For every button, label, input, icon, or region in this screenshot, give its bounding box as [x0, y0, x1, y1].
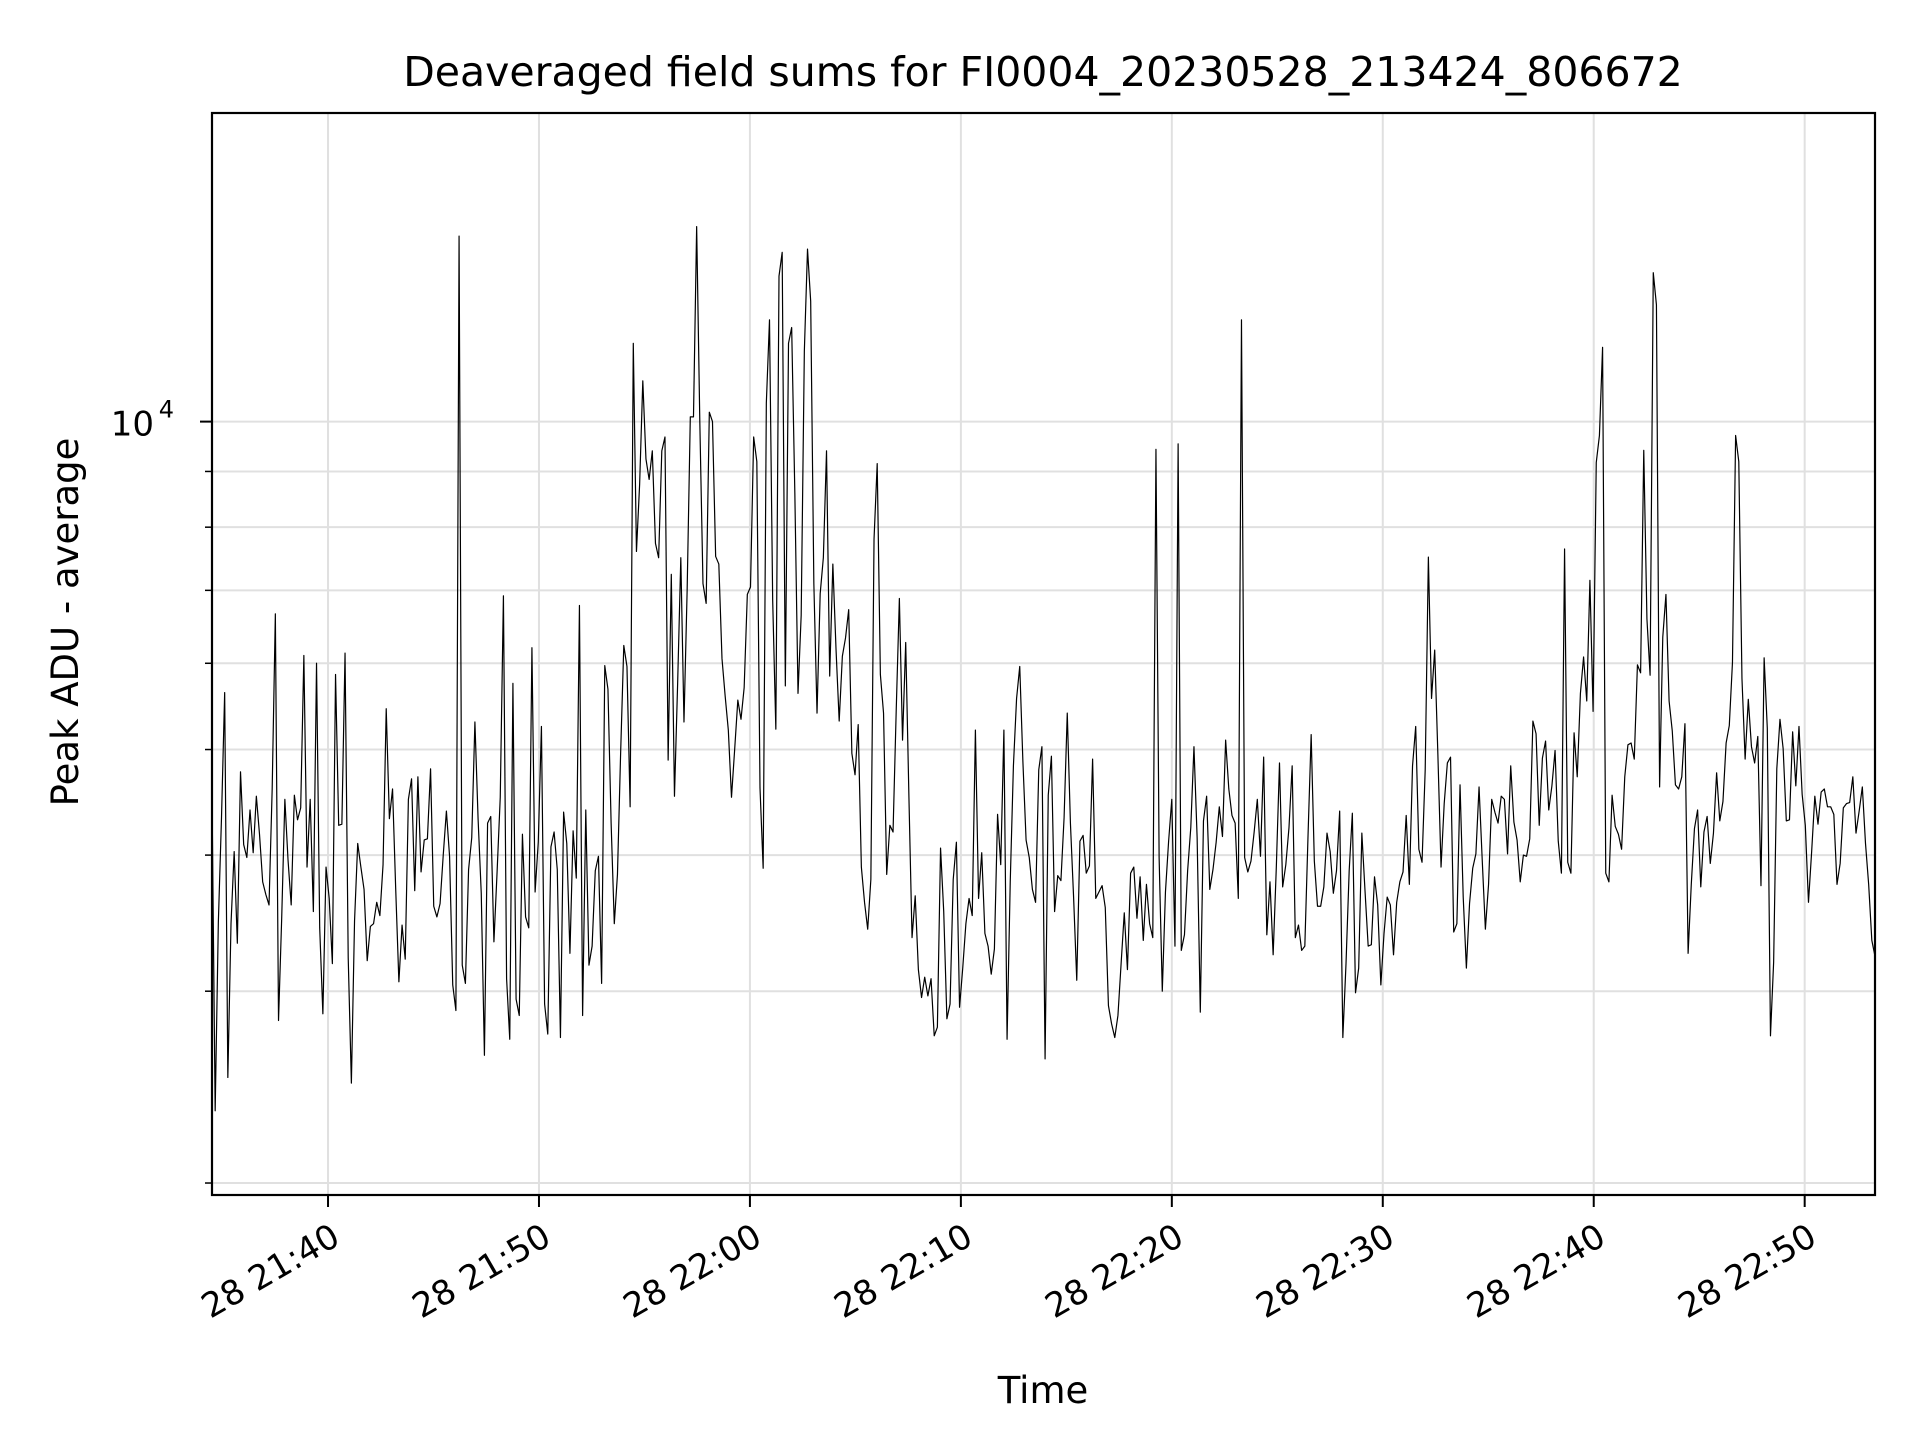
- y-axis: 10 4: [111, 396, 212, 1184]
- series-layer: [211, 226, 1876, 1112]
- plot-frame: [210, 111, 1877, 1197]
- y-axis-label: Peak ADU - average: [44, 438, 87, 807]
- y-tick-label-exponent: 4: [159, 396, 174, 424]
- y-tick-label: 10: [111, 405, 154, 445]
- chart-title: Deaveraged field sums for FI0004_2023052…: [403, 48, 1683, 96]
- x-axis-label: Time: [997, 1369, 1089, 1412]
- series-line: [211, 226, 1876, 1112]
